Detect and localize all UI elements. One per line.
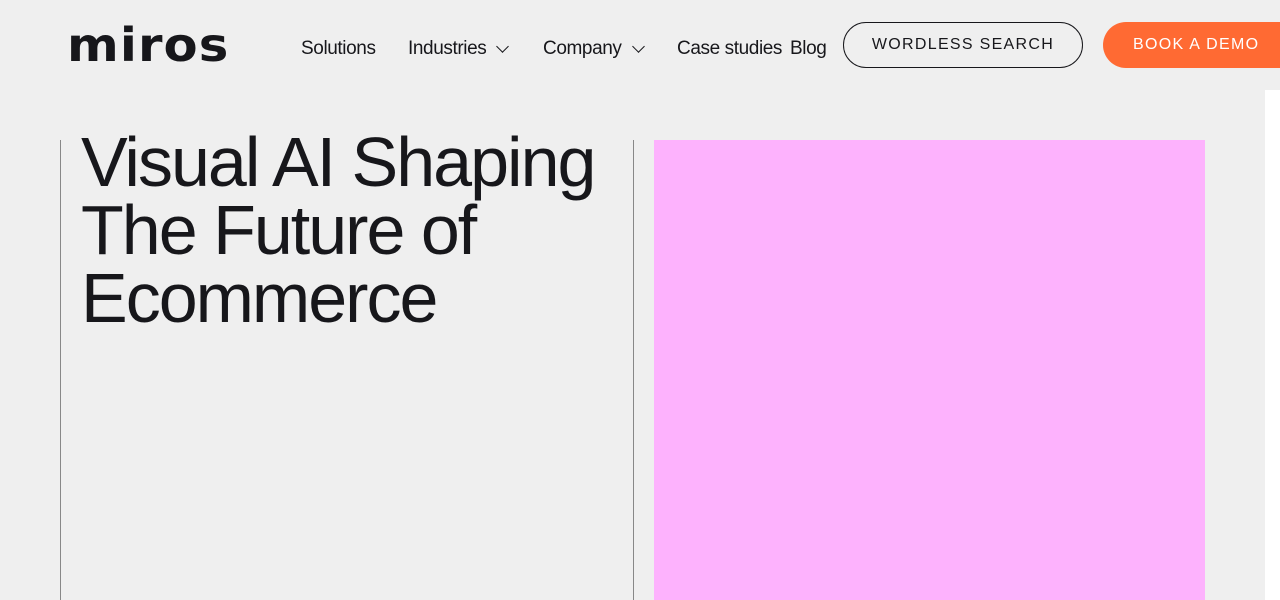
nav-label: Solutions: [301, 38, 376, 59]
hero-media: [654, 140, 1205, 600]
hero-title: Visual AI Shaping The Future of Ecommerc…: [81, 123, 596, 337]
divider: [633, 140, 634, 600]
nav-case-studies[interactable]: Case studies: [677, 38, 782, 60]
nav-blog[interactable]: Blog: [790, 38, 827, 60]
nav-label: Industries: [408, 38, 487, 59]
miros-logo[interactable]: miros: [67, 18, 230, 72]
nav-industries[interactable]: Industries: [408, 38, 510, 60]
nav-solutions[interactable]: Solutions: [301, 38, 376, 60]
nav-label: Case studies: [677, 38, 783, 59]
divider: [60, 140, 61, 600]
chevron-down-icon: [631, 39, 645, 53]
book-demo-button[interactable]: BOOK A DEMO: [1103, 22, 1280, 68]
nav-label: Company: [543, 38, 622, 59]
nav-company[interactable]: Company: [543, 38, 645, 60]
chevron-down-icon: [496, 39, 510, 53]
nav-label: Blog: [790, 38, 827, 59]
wordless-search-button[interactable]: WORDLESS SEARCH: [843, 22, 1083, 68]
scroll-edge: [1265, 90, 1280, 600]
